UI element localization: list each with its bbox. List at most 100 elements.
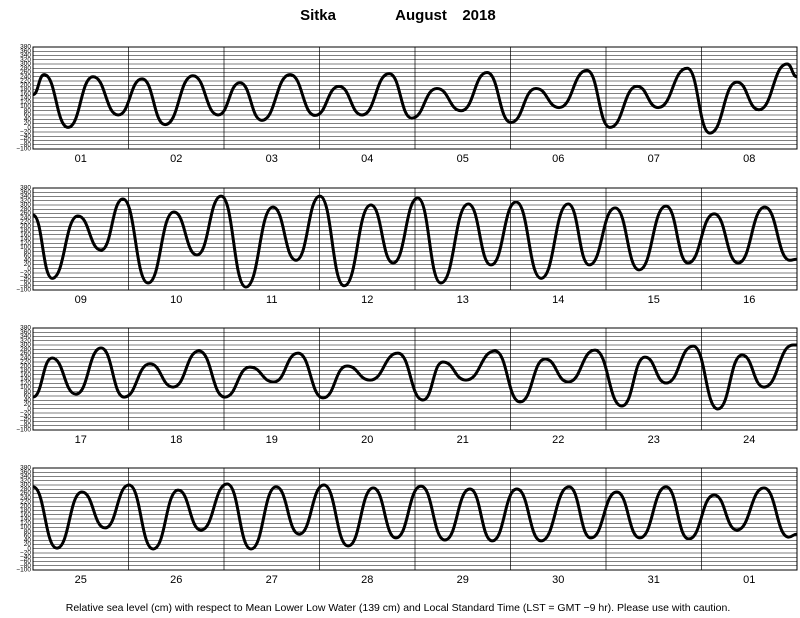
- y-tick-label: 40: [24, 116, 32, 123]
- y-tick-label: 40: [24, 397, 32, 404]
- y-tick-label: 200: [20, 503, 31, 510]
- y-tick-label: 200: [20, 82, 31, 89]
- y-tick-label: 100: [20, 524, 31, 531]
- y-tick-label: 220: [20, 359, 31, 366]
- y-tick-label: 160: [20, 90, 31, 97]
- month-title: August: [395, 7, 447, 24]
- day-label: 01: [743, 574, 755, 586]
- y-tick-label: 180: [20, 367, 31, 374]
- y-tick-label: −60: [20, 278, 31, 285]
- y-tick-label: 320: [20, 56, 31, 63]
- y-tick-label: 320: [20, 197, 31, 204]
- y-tick-label: 240: [20, 73, 31, 80]
- y-tick-label: 140: [20, 95, 31, 102]
- y-tick-label: −60: [20, 137, 31, 144]
- day-label: 29: [457, 574, 469, 586]
- day-label: 19: [266, 434, 278, 446]
- day-label: 05: [457, 153, 469, 165]
- day-label: 22: [552, 434, 564, 446]
- footnote: Relative sea level (cm) with respect to …: [66, 602, 731, 614]
- y-tick-label: 220: [20, 219, 31, 226]
- y-tick-label: 120: [20, 240, 31, 247]
- y-tick-label: 280: [20, 486, 31, 493]
- day-label: 09: [75, 294, 87, 306]
- day-label: 01: [75, 153, 87, 165]
- y-tick-label: 60: [24, 393, 32, 400]
- y-tick-label: 160: [20, 371, 31, 378]
- y-tick-label: 40: [24, 537, 32, 544]
- plot-frame: [32, 467, 798, 571]
- y-tick-label: 220: [20, 499, 31, 506]
- y-tick-label: 40: [24, 257, 32, 264]
- y-tick-label: 240: [20, 354, 31, 361]
- y-tick-label: 320: [20, 477, 31, 484]
- y-tick-label: −40: [20, 133, 31, 140]
- y-tick-label: 340: [20, 193, 31, 200]
- y-tick-label: 80: [24, 248, 32, 255]
- y-tick-label: 140: [20, 376, 31, 383]
- y-tick-label: 0: [27, 545, 31, 552]
- y-tick-label: 260: [20, 350, 31, 357]
- y-tick-label: 20: [24, 120, 32, 127]
- y-tick-label: −80: [20, 422, 31, 429]
- day-label: 12: [361, 294, 373, 306]
- y-tick-label: 120: [20, 99, 31, 106]
- y-tick-label: 20: [24, 541, 32, 548]
- y-tick-label: 380: [20, 465, 31, 472]
- y-tick-label: −60: [20, 418, 31, 425]
- place-title: Sitka: [300, 7, 337, 24]
- y-tick-label: −100: [16, 146, 31, 153]
- y-tick-label: 140: [20, 236, 31, 243]
- y-tick-label: 220: [20, 78, 31, 85]
- y-tick-label: 0: [27, 405, 31, 412]
- y-tick-label: −40: [20, 554, 31, 561]
- y-tick-label: 140: [20, 516, 31, 523]
- y-tick-label: −80: [20, 141, 31, 148]
- year-title: 2018: [462, 7, 495, 24]
- y-tick-label: 160: [20, 511, 31, 518]
- y-tick-label: 80: [24, 388, 32, 395]
- day-label: 23: [648, 434, 660, 446]
- day-label: 10: [170, 294, 182, 306]
- y-tick-label: 0: [27, 265, 31, 272]
- y-tick-label: 100: [20, 384, 31, 391]
- y-tick-label: 320: [20, 337, 31, 344]
- y-tick-label: 60: [24, 253, 32, 260]
- day-label: 27: [266, 574, 278, 586]
- tide-curve: [32, 62, 798, 135]
- y-tick-label: 340: [20, 52, 31, 59]
- y-tick-label: 160: [20, 231, 31, 238]
- y-tick-label: 280: [20, 65, 31, 72]
- day-label: 30: [552, 574, 564, 586]
- y-tick-label: 340: [20, 333, 31, 340]
- day-label: 13: [457, 294, 469, 306]
- y-tick-label: 360: [20, 329, 31, 336]
- day-label: 16: [743, 294, 755, 306]
- y-tick-label: 360: [20, 48, 31, 55]
- day-label: 04: [361, 153, 373, 165]
- y-tick-label: −20: [20, 270, 31, 277]
- y-tick-label: 380: [20, 325, 31, 332]
- y-tick-label: 280: [20, 206, 31, 213]
- y-tick-label: 100: [20, 103, 31, 110]
- day-label: 06: [552, 153, 564, 165]
- y-tick-label: 380: [20, 44, 31, 51]
- y-tick-label: 20: [24, 261, 32, 268]
- day-label: 18: [170, 434, 182, 446]
- y-tick-label: 240: [20, 214, 31, 221]
- y-tick-label: 260: [20, 69, 31, 76]
- y-tick-label: −20: [20, 410, 31, 417]
- y-tick-label: 300: [20, 202, 31, 209]
- y-tick-label: 340: [20, 473, 31, 480]
- day-label: 11: [266, 294, 277, 306]
- y-tick-label: 240: [20, 494, 31, 501]
- y-tick-label: 200: [20, 363, 31, 370]
- y-tick-label: 300: [20, 482, 31, 489]
- day-label: 24: [743, 434, 755, 446]
- y-tick-label: −20: [20, 550, 31, 557]
- y-tick-label: −80: [20, 562, 31, 569]
- plot-frame: [32, 46, 798, 150]
- y-tick-label: 360: [20, 469, 31, 476]
- y-tick-label: 200: [20, 223, 31, 230]
- y-tick-label: 80: [24, 528, 32, 535]
